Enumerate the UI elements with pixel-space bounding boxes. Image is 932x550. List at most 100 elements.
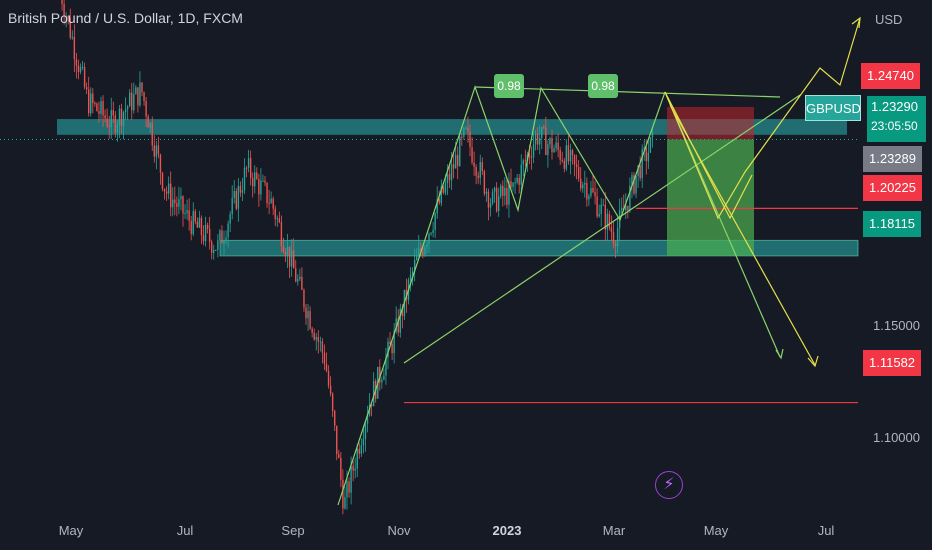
candle-body bbox=[422, 251, 424, 255]
candle-body bbox=[625, 205, 627, 211]
candle-body bbox=[559, 150, 561, 160]
candle-body bbox=[112, 110, 114, 116]
candle-body bbox=[510, 181, 512, 187]
candle-body bbox=[270, 198, 272, 204]
candle-body bbox=[75, 59, 78, 66]
candle-body bbox=[276, 218, 278, 220]
resistance-zone bbox=[57, 119, 847, 135]
candle-body bbox=[252, 177, 254, 187]
candle-body bbox=[165, 191, 168, 194]
candle-body bbox=[463, 127, 465, 137]
candle-body bbox=[446, 173, 449, 184]
candle-body bbox=[557, 142, 559, 151]
pattern-flag-1[interactable]: 0.98 bbox=[494, 74, 524, 98]
bar-countdown: 23:05:50 bbox=[871, 119, 918, 133]
candle-body bbox=[633, 175, 635, 194]
candle-body bbox=[221, 230, 223, 244]
candle-body bbox=[635, 175, 637, 194]
candle-body bbox=[182, 196, 184, 214]
candle-body bbox=[122, 111, 125, 126]
candle-body bbox=[71, 36, 73, 38]
candle-body bbox=[266, 182, 268, 204]
candle-body bbox=[465, 127, 467, 129]
candle-body bbox=[167, 183, 170, 194]
candle-body bbox=[364, 423, 367, 439]
candle-body bbox=[245, 167, 248, 169]
trendline-3 bbox=[474, 86, 781, 98]
candle-body bbox=[545, 127, 547, 155]
candle-body bbox=[204, 224, 207, 242]
candle-body bbox=[323, 352, 326, 365]
candle-body bbox=[606, 213, 609, 230]
candle-body bbox=[315, 337, 317, 340]
candle-body bbox=[549, 138, 551, 145]
candle-body bbox=[282, 246, 285, 253]
candle-body bbox=[293, 250, 295, 269]
candle-body bbox=[573, 155, 576, 165]
candle-body bbox=[524, 160, 527, 162]
candle-body bbox=[420, 248, 422, 252]
candle-body bbox=[547, 144, 549, 155]
candle-body bbox=[145, 101, 147, 117]
candle-body bbox=[303, 289, 305, 308]
candle-body bbox=[184, 212, 186, 214]
candle-body bbox=[239, 185, 242, 193]
candle-body bbox=[321, 341, 324, 353]
candle-body bbox=[506, 187, 508, 205]
candle-body bbox=[286, 246, 289, 257]
candle-body bbox=[219, 230, 221, 241]
candle-body bbox=[85, 87, 88, 90]
candle-body bbox=[577, 167, 580, 179]
candle-body bbox=[647, 152, 650, 162]
candle-body bbox=[637, 165, 639, 176]
symbol-label[interactable]: GBPUSD bbox=[805, 95, 861, 121]
candle-body bbox=[473, 162, 475, 167]
candle-body bbox=[92, 93, 94, 104]
candle-body bbox=[188, 210, 190, 221]
candle-body bbox=[247, 158, 250, 168]
candle-body bbox=[356, 448, 358, 469]
symbol-title: British Pound / U.S. Dollar, 1D, FXCM bbox=[8, 10, 243, 26]
arrowhead-green bbox=[775, 348, 784, 360]
candle-body bbox=[180, 196, 182, 200]
candle-body bbox=[582, 184, 584, 189]
candle-body bbox=[243, 167, 246, 191]
candle-body bbox=[118, 108, 121, 126]
candle-body bbox=[139, 82, 141, 106]
candle-body bbox=[352, 465, 354, 471]
candle-body bbox=[274, 208, 276, 220]
lightning-bolt-icon[interactable]: ⚡ bbox=[655, 471, 683, 499]
candle-body bbox=[448, 173, 451, 181]
candle-body bbox=[450, 164, 453, 181]
candle-body bbox=[151, 122, 153, 146]
candle-body bbox=[288, 246, 291, 267]
candle-body bbox=[539, 137, 541, 145]
candle-body bbox=[399, 308, 401, 333]
candle-body bbox=[411, 271, 414, 275]
candle-body bbox=[534, 133, 537, 145]
candle-body bbox=[342, 479, 344, 509]
candle-body bbox=[307, 311, 309, 319]
projection-1 bbox=[664, 17, 861, 220]
candle-body bbox=[436, 199, 438, 214]
candle-body bbox=[532, 144, 535, 158]
candle-body bbox=[110, 110, 112, 128]
candle-body bbox=[397, 318, 399, 333]
candle-body bbox=[233, 190, 235, 199]
candle-body bbox=[602, 204, 604, 206]
candle-body bbox=[143, 92, 145, 102]
candle-body bbox=[153, 145, 155, 157]
candle-body bbox=[196, 221, 199, 228]
candle-body bbox=[186, 210, 188, 213]
candle-body bbox=[202, 235, 205, 242]
candle-body bbox=[469, 131, 471, 148]
candle-body bbox=[372, 381, 375, 407]
candle-body bbox=[278, 218, 281, 223]
candle-body bbox=[217, 240, 219, 250]
candle-body bbox=[104, 115, 106, 119]
candle-body bbox=[627, 205, 629, 211]
candle-body bbox=[358, 448, 360, 454]
candle-body bbox=[487, 191, 490, 208]
pattern-flag-2[interactable]: 0.98 bbox=[588, 74, 618, 98]
